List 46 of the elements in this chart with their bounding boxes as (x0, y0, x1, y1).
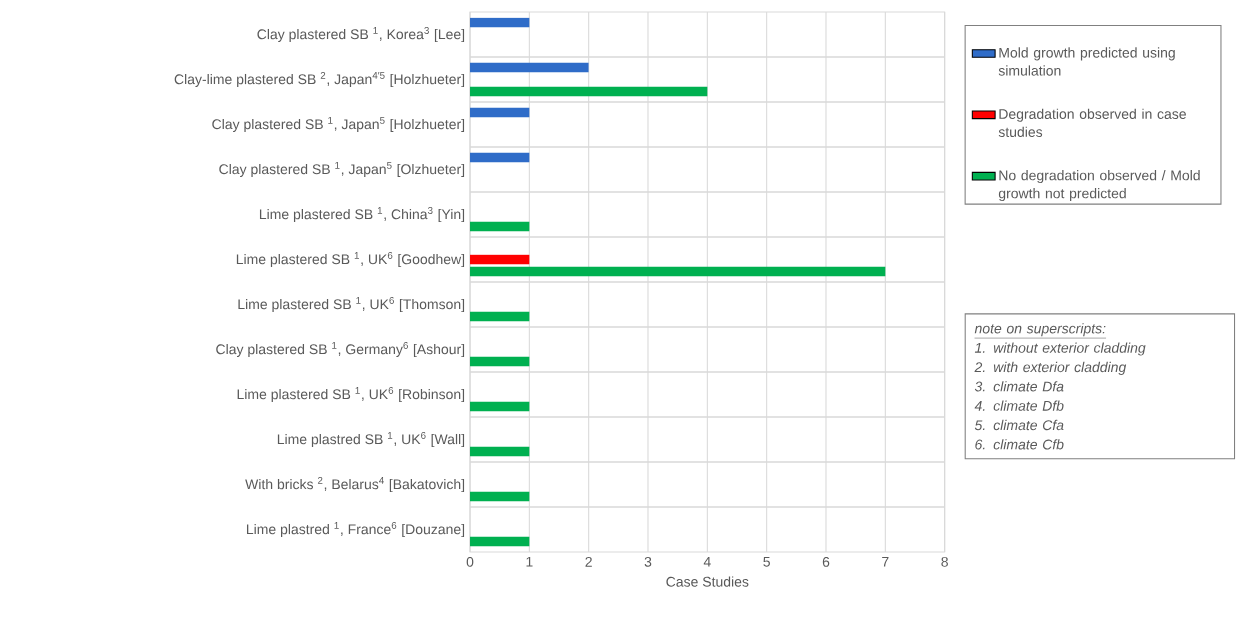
bar (470, 17, 530, 28)
bar (470, 356, 530, 367)
x-tick-label: 2 (585, 556, 592, 567)
bar (470, 491, 530, 502)
y-tick-label: Clay plastered SB $^{1}$, Korea$^{3}$ [Lee] (257, 26, 465, 43)
bar (470, 536, 530, 547)
legend-label: Degradation observed in case studies (998, 108, 1186, 137)
y-tick-label: Clay plastered SB $^{1}$, Germany$^{6}$ [Ashour] (216, 341, 465, 358)
text: 6. climate Cfb (975, 439, 1064, 450)
x-tick-label: 1 (526, 556, 533, 567)
y-tick-label: Lime plastered SB $^{1}$, UK$^{6}$ [Goodhew] (236, 251, 465, 268)
legend-label: No degradation observed / Mold growth not predicted (998, 170, 1200, 202)
text: 4. climate Dfb (974, 400, 1064, 411)
bar (470, 254, 530, 265)
y-tick-label: Clay-lime plastered SB $^{2}$, Japan$^{4′5}$ [Holzhueter] (174, 71, 465, 88)
x-tick-label: 7 (882, 556, 889, 567)
bar (470, 266, 886, 277)
y-tick-label: Lime plastred $^{1}$, France$^{6}$ [Douzane] (247, 521, 465, 538)
x-tick-label: 4 (703, 556, 711, 567)
text: note on superscripts: (974, 323, 1106, 337)
bar (470, 107, 530, 118)
bar (470, 221, 530, 232)
y-tick-label: Clay plastered SB $^{1}$, Japan$^{5}$ [Olzhueter] (219, 162, 465, 177)
bar (470, 86, 708, 97)
bar (470, 311, 530, 322)
y-tick-label: Lime plastered SB $^{1}$, UK$^{6}$ [Thomson] (238, 296, 465, 313)
x-tick-label: 0 (466, 556, 474, 567)
x-tick-label: 5 (763, 556, 770, 567)
x-tick-label: 6 (822, 556, 830, 567)
legend-label: Mold growth predicted using simulation (998, 47, 1175, 76)
y-tick-label: With bricks $^{2}$, Belarus$^{4}$ [Bakatovich] (245, 476, 465, 493)
x-tick-label: 8 (941, 556, 948, 567)
bar (470, 446, 530, 457)
y-tick-label: Lime plastered SB $^{1}$, UK$^{6}$ [Robinson] (237, 386, 465, 403)
text: 5. climate Cfa (974, 419, 1064, 431)
y-tick-label: Lime plastred SB $^{1}$, UK$^{6}$ [Wall] (277, 431, 465, 448)
text: 3. climate Dfa (974, 381, 1064, 392)
y-tick-label: Clay plastered SB $^{1}$, Japan$^{5}$ [Holzhueter] (212, 117, 465, 132)
bar (470, 62, 589, 73)
x-tick-label: 3 (644, 556, 652, 567)
y-tick-label: Lime plastered SB $^{1}$, China$^{3}$ [Yin] (259, 206, 465, 223)
bar (470, 401, 530, 412)
text: 1. without exterior cladding (974, 342, 1146, 356)
bar (470, 152, 530, 163)
x-axis-title: Case Studies (666, 576, 749, 587)
text: 2. with exterior cladding (974, 361, 1127, 375)
